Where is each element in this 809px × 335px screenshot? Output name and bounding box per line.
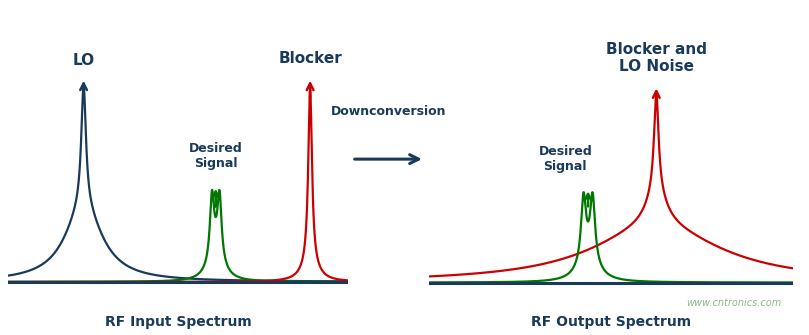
- Text: LO: LO: [73, 53, 95, 68]
- Text: Desired
Signal: Desired Signal: [188, 142, 243, 170]
- Text: Blocker and
LO Noise: Blocker and LO Noise: [606, 42, 707, 74]
- Text: RF Output Spectrum: RF Output Spectrum: [531, 315, 691, 329]
- Text: Desired
Signal: Desired Signal: [539, 145, 592, 173]
- Text: Downconversion: Downconversion: [331, 105, 446, 118]
- Text: RF Input Spectrum: RF Input Spectrum: [104, 315, 252, 329]
- Text: www.cntronics.com: www.cntronics.com: [686, 298, 781, 308]
- Text: Blocker: Blocker: [278, 51, 342, 66]
